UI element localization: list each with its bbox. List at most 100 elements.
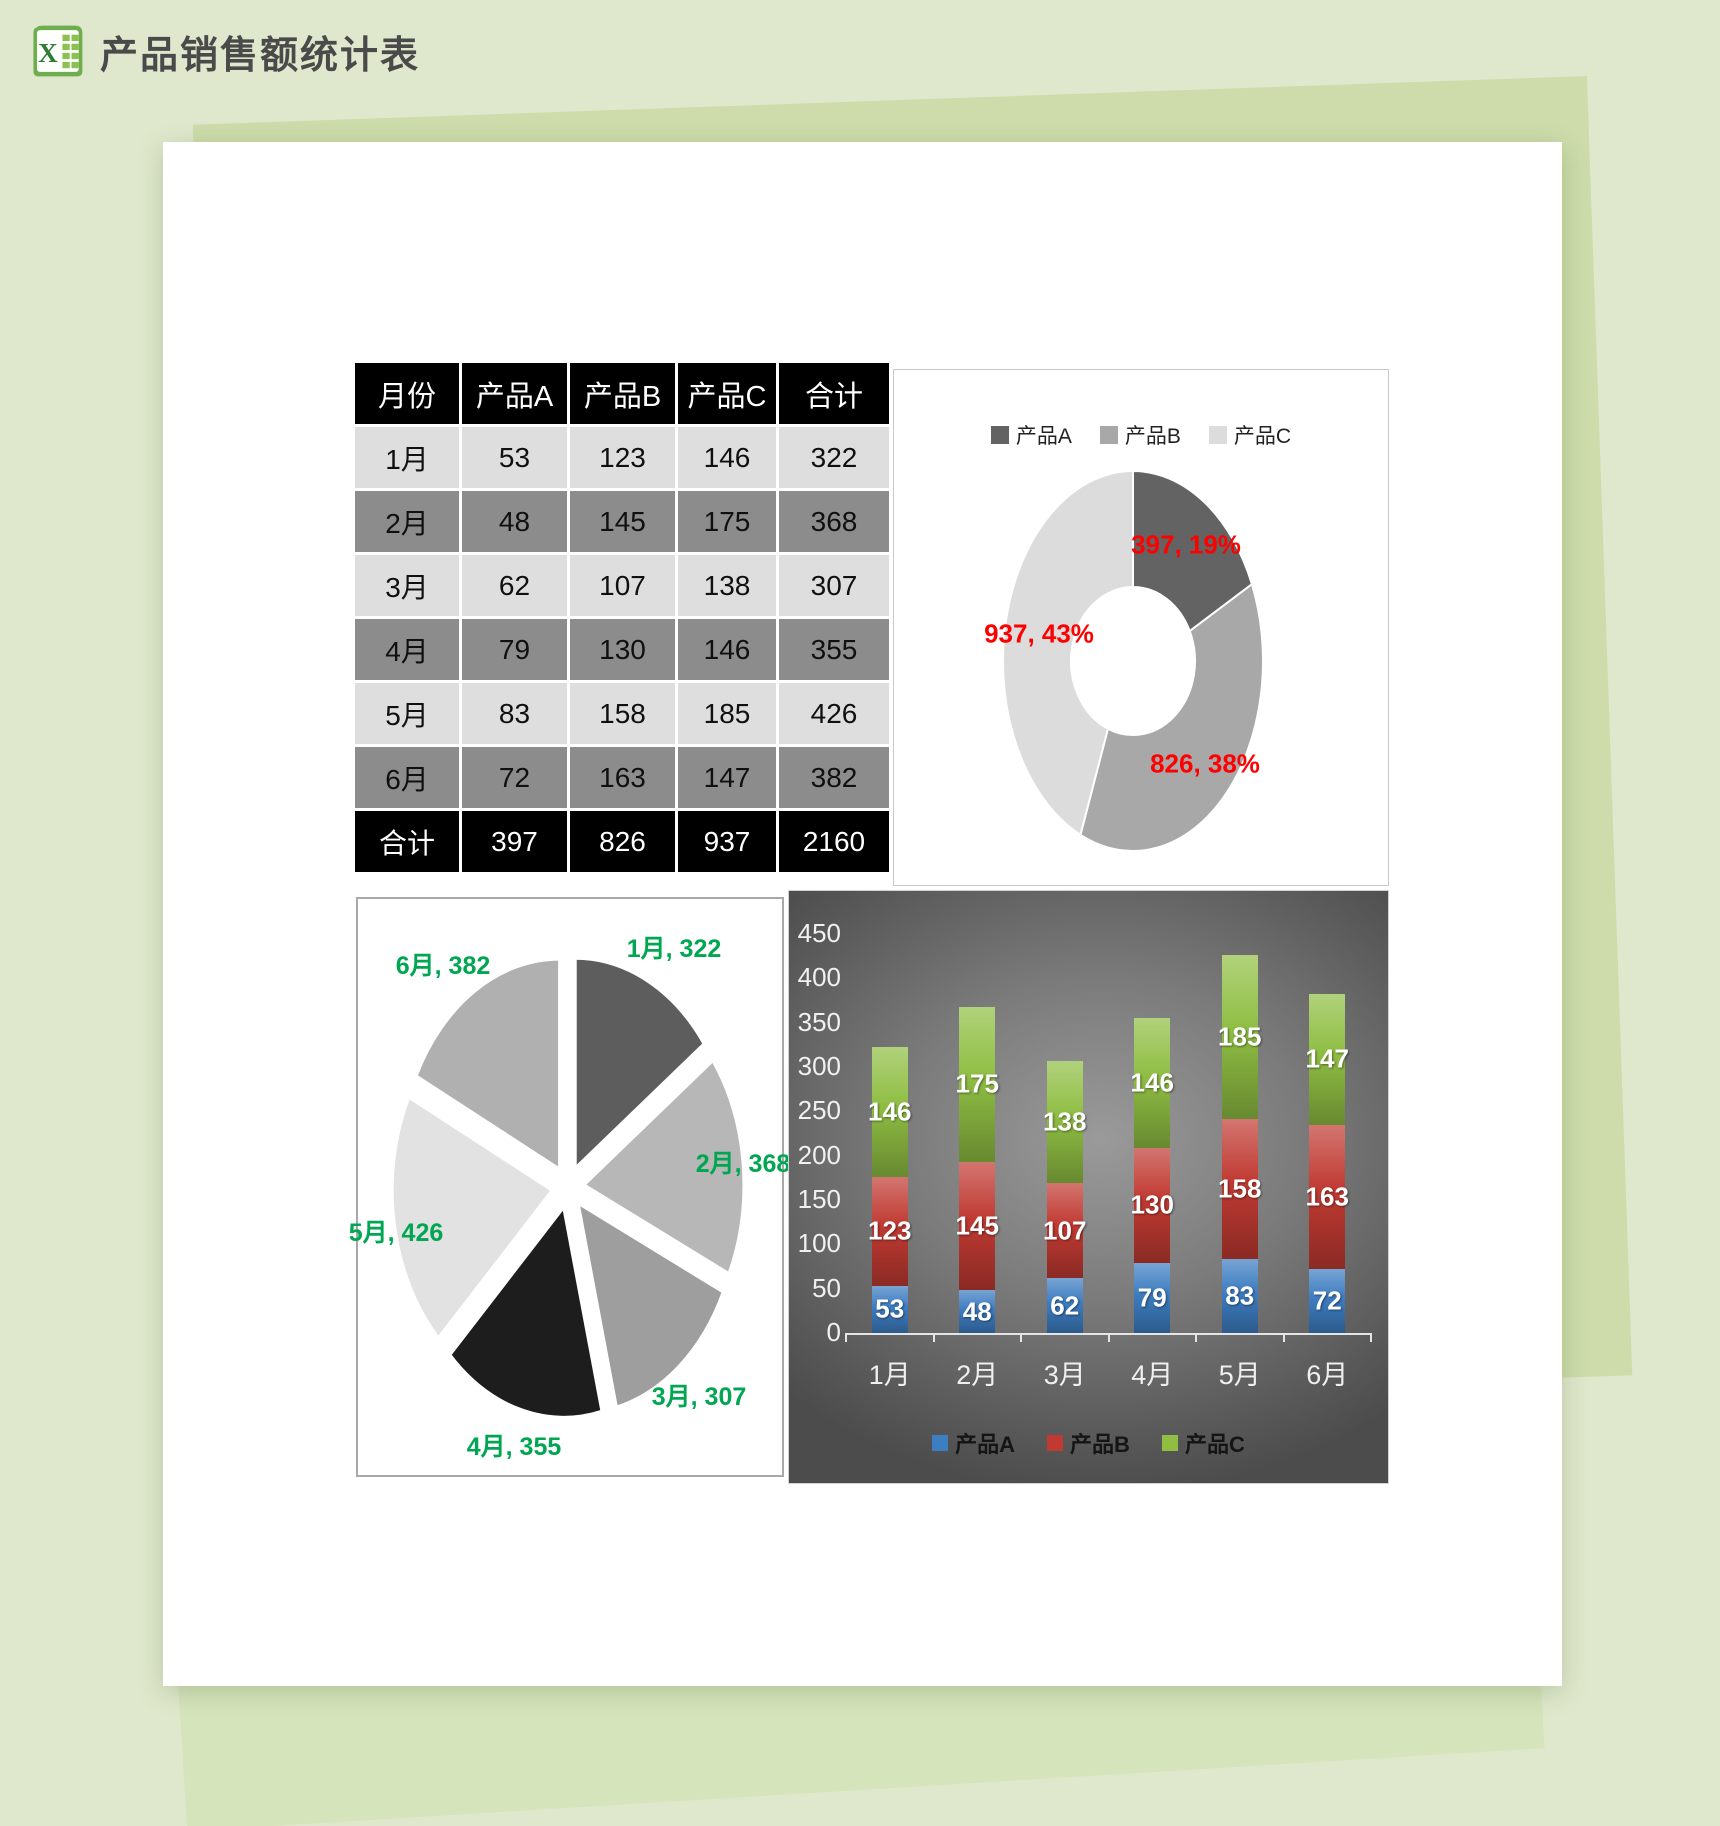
bar-segment-label: 158	[1218, 1173, 1262, 1204]
table-cell: 397	[462, 811, 567, 872]
donut-chart-box: 产品A 产品B 产品C 397, 19% 826, 38% 937, 43%	[893, 369, 1389, 886]
bar-chart-box: 产品A 产品B 产品C 0 50 100 150 200 250 300 350 400 450 53 1…	[788, 890, 1389, 1484]
y-axis-tick-label: 300	[797, 1051, 841, 1081]
table-cell: 322	[779, 427, 889, 488]
pie-data-label: 4月, 355	[466, 1433, 562, 1461]
bar-legend-item: 产品B	[1047, 1427, 1130, 1459]
x-axis-category-label: 5月	[1218, 1360, 1261, 1390]
table-cell: 2160	[779, 811, 889, 872]
pie-slice-2月	[581, 1058, 746, 1276]
x-axis-category-label: 2月	[956, 1360, 999, 1390]
sales-table-grid: 月份 产品A 产品B 产品C 合计 1月 53 123 146 322 2月 48 145 175 368 3…	[355, 363, 889, 872]
pie-data-label: 6月, 382	[395, 952, 491, 980]
page-title: 产品销售额统计表	[100, 34, 421, 77]
bar-segment-label: 146	[868, 1096, 912, 1127]
table-header-cell: 产品A	[462, 363, 567, 424]
table-header-cell: 产品C	[678, 363, 776, 424]
table-cell: 937	[678, 811, 776, 872]
table-cell: 1月	[355, 427, 459, 488]
table-header-cell: 合计	[779, 363, 889, 424]
pie-slice-3月	[576, 1200, 725, 1410]
bar-segment-产品A-4月: 79	[1134, 1262, 1171, 1333]
svg-text:X: X	[38, 38, 58, 68]
bar-segment-产品C-3月: 138	[1043, 1060, 1086, 1184]
bar-legend-item: 产品A	[932, 1427, 1015, 1459]
x-axis-tick	[1370, 1333, 1372, 1342]
bar-segment-产品A-5月: 83	[1221, 1259, 1258, 1333]
table-cell: 62	[462, 555, 567, 616]
legend-swatch	[1208, 426, 1227, 444]
table-cell: 合计	[355, 811, 459, 872]
table-cell: 107	[570, 555, 675, 616]
bar-segment-产品A-3月: 62	[1046, 1278, 1083, 1333]
legend-swatch	[990, 426, 1009, 444]
bar-segment-label: 83	[1225, 1280, 1255, 1311]
bar-segment-label: 145	[955, 1210, 999, 1241]
bar-segment-产品B-4月: 130	[1131, 1147, 1174, 1263]
table-cell: 426	[779, 683, 889, 744]
table-cell: 307	[779, 555, 889, 616]
y-axis-tick-label: 350	[797, 1006, 841, 1037]
pie-data-label: 2月, 368	[695, 1150, 791, 1178]
excel-icon: X	[28, 22, 86, 80]
bar-segment-产品C-1月: 146	[868, 1047, 911, 1177]
table-cell: 3月	[355, 555, 459, 616]
pie-data-label: 5月, 426	[348, 1219, 444, 1247]
legend-label: 产品A	[955, 1432, 1016, 1457]
table-cell: 5月	[355, 683, 459, 744]
x-axis-tick	[1020, 1333, 1022, 1342]
x-axis-tick	[1107, 1333, 1110, 1342]
donut-slice-产品B	[1079, 582, 1264, 852]
bar-segment-产品C-6月: 147	[1306, 994, 1349, 1125]
table-cell: 147	[678, 747, 776, 808]
bar-segment-label: 48	[962, 1296, 992, 1327]
bar-segment-产品B-5月: 158	[1218, 1119, 1261, 1260]
pie-chart	[390, 956, 746, 1419]
table-cell: 130	[570, 619, 675, 680]
pie-slice-1月	[573, 956, 706, 1172]
bar-segment-产品A-6月: 72	[1309, 1269, 1346, 1333]
donut-data-label: 937, 43%	[984, 618, 1094, 649]
x-axis-category-label: 4月	[1131, 1360, 1174, 1390]
x-axis-tick	[932, 1333, 935, 1342]
bar-segment-产品A-1月: 53	[871, 1286, 908, 1333]
table-cell: 83	[462, 683, 567, 744]
donut-legend-item: 产品A	[990, 420, 1072, 450]
y-axis-tick-label: 0	[826, 1317, 841, 1347]
legend-label: 产品A	[1015, 425, 1072, 448]
y-axis-tick-label: 100	[797, 1228, 841, 1259]
donut-slice-产品C	[1002, 469, 1134, 837]
x-axis-category-label: 1月	[868, 1360, 911, 1390]
bar-segment-label: 175	[955, 1068, 999, 1099]
table-cell: 146	[678, 619, 776, 680]
bar-segment-label: 146	[1130, 1067, 1174, 1098]
donut-data-label: 826, 38%	[1150, 748, 1260, 779]
table-cell: 72	[462, 747, 567, 808]
bar-legend-item: 产品C	[1161, 1427, 1245, 1459]
legend-swatch	[1161, 1435, 1178, 1451]
table-cell: 145	[570, 491, 675, 552]
bar-segment-产品B-3月: 107	[1043, 1183, 1086, 1278]
table-cell: 368	[779, 491, 889, 552]
bar-segment-label: 123	[868, 1215, 912, 1246]
table-cell: 6月	[355, 747, 459, 808]
x-axis-tick	[1195, 1333, 1197, 1342]
bar-chart-legend: 产品A 产品B 产品C	[789, 1427, 1388, 1459]
bar-segment-label: 147	[1305, 1043, 1349, 1074]
pie-slice-5月	[390, 1094, 555, 1341]
bar-segment-产品C-2月: 175	[956, 1006, 999, 1162]
legend-label: 产品C	[1233, 425, 1292, 448]
pie-slice-6月	[414, 957, 562, 1172]
y-axis-tick-label: 150	[797, 1184, 841, 1214]
table-cell: 53	[462, 427, 567, 488]
legend-swatch	[1047, 1435, 1064, 1451]
table-cell: 146	[678, 427, 776, 488]
legend-label: 产品B	[1070, 1432, 1130, 1457]
y-axis-tick-label: 200	[797, 1139, 841, 1170]
table-cell: 355	[779, 619, 889, 680]
table-cell: 175	[678, 491, 776, 552]
pie-data-label: 1月, 322	[626, 935, 722, 963]
y-axis-tick-label: 400	[797, 962, 841, 993]
donut-slice-产品A	[1132, 469, 1254, 633]
